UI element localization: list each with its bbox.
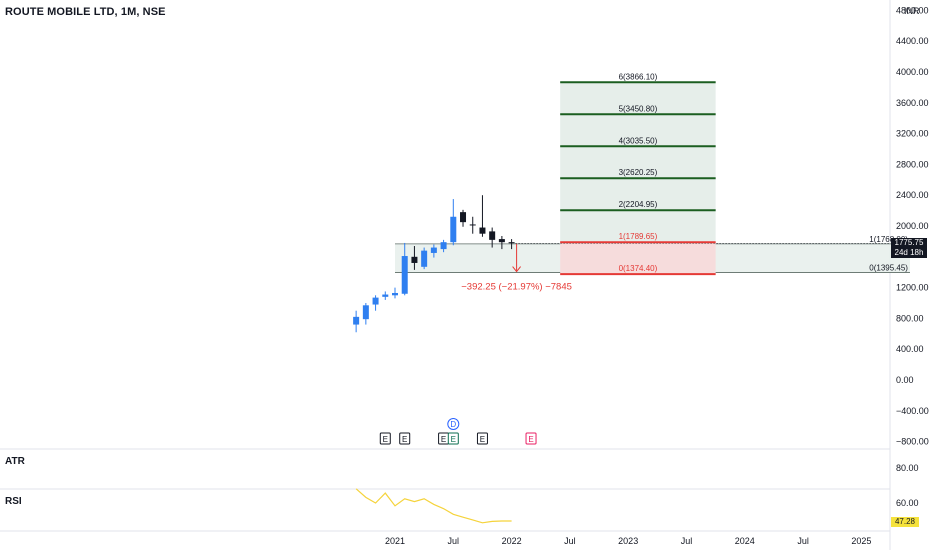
last-price-badge: 1775.75 24d 18h [891,238,927,258]
dividend-event-label: D [450,420,456,429]
time-axis-label: Jul [681,536,693,546]
price-axis-label: −400.00 [896,406,929,416]
price-axis-label: 2000.00 [896,221,929,231]
time-axis-label: Jul [564,536,576,546]
time-axis-label: 2022 [502,536,522,546]
measure-text: −392.25 (−21.97%) −7845 [461,282,572,293]
earnings-event-icon[interactable] [399,432,411,445]
price-axis-label: 3200.00 [896,129,929,139]
last-price-value: 1775.75 [894,238,924,247]
price-axis-label: 0.00 [896,375,914,385]
earnings-event-icon[interactable] [476,432,488,445]
rsi-last-value: 47.28 [891,517,919,527]
last-price-countdown: 24d 18h [894,248,924,257]
currency-label: INR [904,6,920,16]
fib-extension-zone[interactable] [560,82,716,243]
candle-body[interactable] [508,242,515,244]
fib-extension-label: 1(1789.65) [619,232,658,241]
fib-extension-label: 4(3035.50) [619,136,658,145]
candle-body[interactable] [362,305,369,320]
earnings-event-icon[interactable] [379,432,391,445]
candle-body[interactable] [411,256,418,263]
earnings-event-label: E [441,435,446,444]
price-axis-label: 2400.00 [896,190,929,200]
price-axis-label: 800.00 [896,313,924,323]
price-axis-label: 400.00 [896,344,924,354]
candle-body[interactable] [479,227,486,234]
candle-body[interactable] [382,294,389,297]
rsi-pane-label[interactable]: RSI [5,496,22,507]
candle-body[interactable] [498,239,505,243]
time-axis-label: Jul [797,536,809,546]
candle-body[interactable] [440,242,447,250]
chart-title: ROUTE MOBILE LTD, 1M, NSE [5,6,166,18]
fib-retracement-label: 0(1395.45) [869,264,908,273]
candle-body[interactable] [469,224,476,226]
measure-arrowhead [512,266,521,273]
candle-body[interactable] [430,247,437,253]
price-axis-label: 4800.00 [896,5,929,15]
time-axis-label: 2024 [735,536,755,546]
candle-body[interactable] [421,250,428,267]
price-axis-label: 2800.00 [896,159,929,169]
fib-extension-label: 3(2620.25) [619,168,658,177]
time-axis-label: 2023 [618,536,638,546]
price-axis-label: 4000.00 [896,67,929,77]
earnings-event-icon[interactable] [525,432,537,445]
candle-body[interactable] [489,231,496,240]
candle-body[interactable] [392,292,398,296]
fib-extension-loss-zone[interactable] [560,242,716,275]
earnings-event-label: E [451,435,456,444]
candle-body[interactable] [353,316,360,325]
earnings-event-label: E [402,435,407,444]
rsi-line[interactable] [355,488,512,524]
price-axis-label: 1200.00 [896,283,929,293]
candle-body[interactable] [460,212,467,223]
atr-pane-label[interactable]: ATR [5,456,25,467]
time-axis-label: 2025 [851,536,871,546]
price-axis-label: 4400.00 [896,36,929,46]
candle-body[interactable] [372,297,379,305]
price-axis-label: 3600.00 [896,98,929,108]
earnings-event-label: E [383,435,388,444]
fib-extension-label: 6(3866.10) [619,72,658,81]
fib-extension-label: 0(1374.40) [619,264,658,273]
earnings-event-label: E [528,435,533,444]
price-axis-label: −800.00 [896,437,929,447]
earnings-event-label: E [480,435,485,444]
rsi-axis-label: 60.00 [896,498,919,508]
fib-retracement-label: 1(1768.00) [869,235,908,244]
dividend-event-icon[interactable] [447,418,460,430]
time-axis-label: Jul [448,536,460,546]
candle-body[interactable] [401,256,408,294]
time-axis-label: 2021 [385,536,405,546]
fib-extension-label: 5(3450.80) [619,104,658,113]
atr-axis-label: 80.00 [896,463,919,473]
earnings-event-icon[interactable] [447,432,459,445]
fib-extension-label: 2(2204.95) [619,200,658,209]
candle-body[interactable] [450,216,457,243]
